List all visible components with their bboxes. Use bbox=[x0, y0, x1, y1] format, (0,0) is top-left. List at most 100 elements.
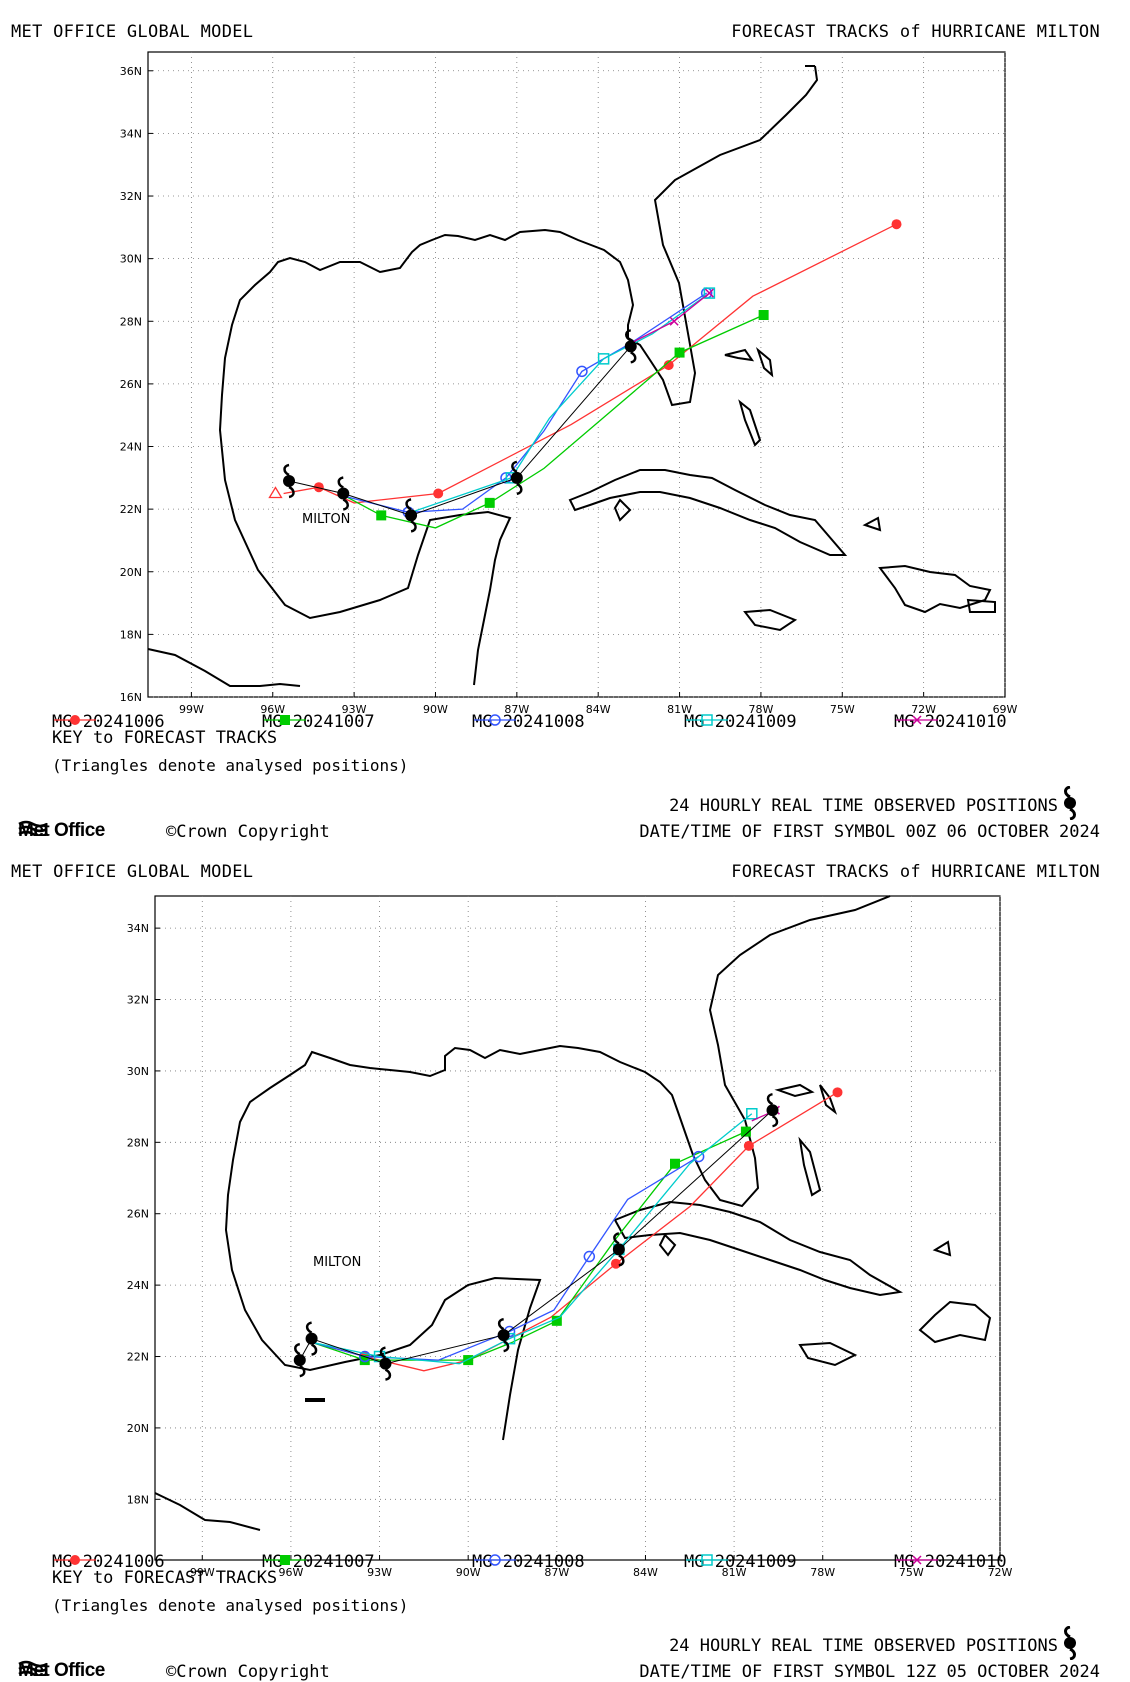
legend-label: MG 20241010 bbox=[894, 712, 1007, 732]
legend-item: MG 20241008 bbox=[472, 1552, 585, 1572]
lat-tick-label: 34N bbox=[127, 922, 149, 935]
lat-tick-label: 30N bbox=[120, 253, 142, 266]
analysed-triangle bbox=[268, 486, 283, 499]
forecast-panel-2: MET OFFICE GLOBAL MODEL FORECAST TRACKS … bbox=[0, 840, 1130, 1682]
observed-hurricane-icon bbox=[293, 1342, 306, 1378]
lon-tick-label: 93W bbox=[367, 1566, 392, 1579]
lon-tick-label: 72W bbox=[988, 1566, 1013, 1579]
track-line bbox=[283, 223, 897, 504]
legend-marker bbox=[280, 1555, 290, 1565]
legend-marker bbox=[280, 715, 290, 725]
track-marker bbox=[743, 1140, 754, 1151]
header-right: FORECAST TRACKS of HURRICANE MILTON bbox=[731, 862, 1100, 882]
key-title: KEY to FORECAST TRACKS bbox=[52, 1568, 278, 1588]
lat-tick-label: 28N bbox=[120, 315, 142, 328]
legend-marker bbox=[912, 715, 922, 725]
legend-marker bbox=[70, 715, 80, 725]
lon-tick-label: 78W bbox=[810, 1566, 835, 1579]
lon-tick-label: 78W bbox=[748, 703, 773, 716]
lat-tick-label: 18N bbox=[120, 628, 142, 641]
forecast-panel-1: MET OFFICE GLOBAL MODEL FORECAST TRACKS … bbox=[0, 0, 1130, 842]
lon-tick-label: 99W bbox=[190, 1566, 215, 1579]
track-marker bbox=[746, 1108, 758, 1120]
lon-tick-label: 90W bbox=[456, 1566, 481, 1579]
track-line bbox=[311, 1131, 747, 1361]
observed-hurricane-icon bbox=[497, 1317, 510, 1353]
legend-swatch-icon bbox=[474, 1554, 516, 1566]
met-office-logo: Met Office bbox=[18, 820, 105, 842]
lon-tick-label: 90W bbox=[423, 703, 448, 716]
track-marker bbox=[704, 288, 714, 298]
legend-label: MG 20241008 bbox=[472, 1552, 585, 1572]
lat-tick-label: 20N bbox=[127, 1422, 149, 1435]
observed-label: 24 HOURLY REAL TIME OBSERVED POSITIONS bbox=[669, 1636, 1058, 1656]
track-marker bbox=[433, 488, 444, 499]
legend: MG 20241006 MG 20241007 MG 20241008 MG 2… bbox=[52, 1552, 1112, 1574]
legend-marker bbox=[701, 1554, 713, 1566]
copyright: ©Crown Copyright bbox=[166, 1662, 330, 1682]
observed-hurricane-icon bbox=[305, 1321, 318, 1356]
track-line bbox=[345, 292, 708, 513]
legend-label: MG 20241006 bbox=[52, 1552, 165, 1572]
track-marker bbox=[669, 316, 679, 326]
legend-item: MG 20241009 bbox=[684, 1552, 797, 1572]
lon-tick-label: 84W bbox=[586, 703, 611, 716]
observed-hurricane-icon bbox=[379, 1346, 392, 1381]
track-marker bbox=[758, 310, 769, 321]
lon-tick-label: 93W bbox=[342, 703, 367, 716]
lat-tick-label: 34N bbox=[120, 127, 142, 140]
map-grid: 99W 96W 93W 90W 87W 84W 81W 78W 75W 72W 18N 20N 22N 2… bbox=[127, 896, 1013, 1579]
forecast-tracks bbox=[268, 219, 902, 529]
track-marker bbox=[597, 353, 610, 365]
legend-marker bbox=[489, 714, 501, 726]
lon-tick-label: 81W bbox=[667, 703, 692, 716]
track-marker bbox=[583, 1250, 596, 1263]
lon-tick-label: 69W bbox=[993, 703, 1018, 716]
key-title: KEY to FORECAST TRACKS bbox=[52, 728, 278, 748]
key-note: (Triangles denote analysed positions) bbox=[52, 1596, 409, 1615]
lat-tick-label: 22N bbox=[127, 1351, 149, 1364]
legend-swatch-icon bbox=[686, 1554, 728, 1566]
track-line bbox=[311, 1156, 699, 1361]
track-marker bbox=[313, 482, 324, 493]
legend-item: MG 20241006 bbox=[52, 1552, 165, 1572]
legend-item: MG 20241010 bbox=[894, 712, 1007, 732]
lon-tick-label: 75W bbox=[830, 703, 855, 716]
lat-tick-label: 18N bbox=[127, 1493, 149, 1506]
track-marker bbox=[610, 1258, 621, 1269]
observed-hurricane-icon bbox=[624, 329, 637, 364]
track-marker bbox=[832, 1087, 843, 1098]
datetime-label: DATE/TIME OF FIRST SYMBOL 12Z 05 OCTOBER… bbox=[639, 1662, 1100, 1682]
datetime-label: DATE/TIME OF FIRST SYMBOL 00Z 06 OCTOBER… bbox=[639, 822, 1100, 842]
met-office-logo: Met Office bbox=[18, 1660, 105, 1682]
track-marker bbox=[692, 1150, 705, 1163]
observed-positions bbox=[283, 329, 637, 533]
lon-tick-label: 75W bbox=[899, 1566, 924, 1579]
hurricane-symbol-icon bbox=[1064, 1626, 1076, 1660]
legend-label: MG 20241007 bbox=[262, 712, 375, 732]
track-marker bbox=[740, 1126, 751, 1137]
legend: MG 20241006 MG 20241007 MG 20241008 MG 2… bbox=[52, 712, 1112, 734]
lat-tick-label: 26N bbox=[120, 378, 142, 391]
track-marker bbox=[463, 1355, 474, 1366]
track-marker bbox=[576, 365, 588, 378]
lon-tick-label: 84W bbox=[633, 1566, 658, 1579]
map-frame bbox=[147, 51, 1006, 698]
storm-label: MILTON bbox=[313, 1255, 361, 1270]
lon-tick-label: 81W bbox=[722, 1566, 747, 1579]
met-office-waves-icon bbox=[18, 1660, 48, 1676]
track-marker bbox=[891, 219, 902, 230]
track-map: 99W 96W 93W 90W 87W 84W 81W 78W 75W 72W 69W 16N 18N 2… bbox=[120, 51, 1018, 716]
legend-swatch-icon bbox=[474, 714, 516, 726]
observed-hurricane-icon bbox=[766, 1092, 779, 1128]
track-marker bbox=[359, 1355, 370, 1366]
legend-label: MG 20241010 bbox=[894, 1552, 1007, 1572]
legend-label: MG 20241007 bbox=[262, 1552, 375, 1572]
observed-hurricane-icon bbox=[337, 476, 350, 511]
lon-tick-label: 96W bbox=[260, 703, 285, 716]
legend-item: MG 20241006 bbox=[52, 712, 165, 732]
map-frame bbox=[154, 895, 1001, 1561]
lat-tick-label: 26N bbox=[127, 1208, 149, 1221]
legend-swatch-icon bbox=[896, 1555, 938, 1565]
map-grid: 99W 96W 93W 90W 87W 84W 81W 78W 75W 72W 69W 16N 18N 2… bbox=[120, 52, 1018, 716]
